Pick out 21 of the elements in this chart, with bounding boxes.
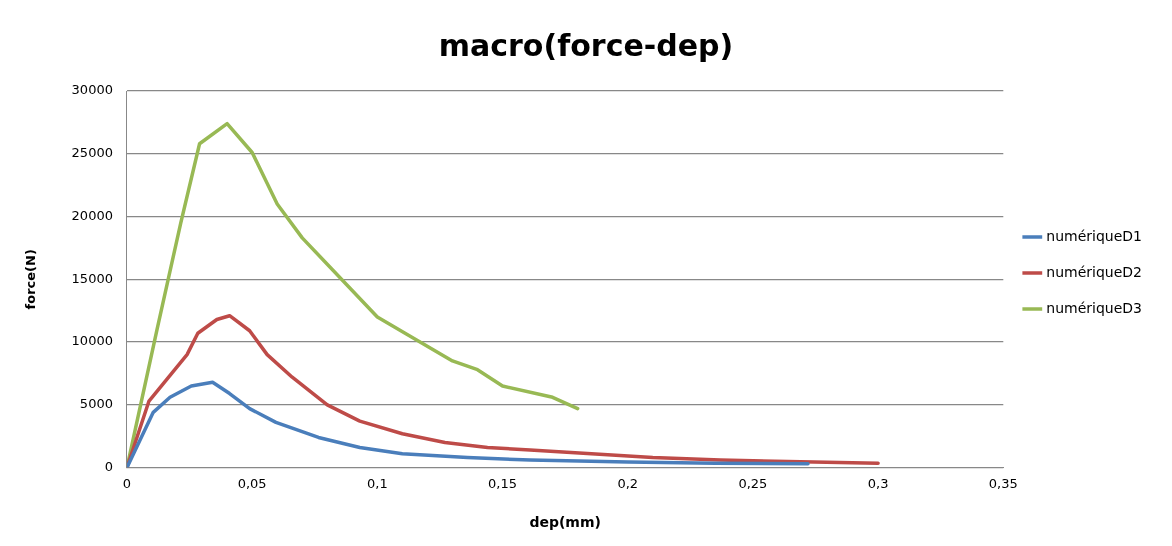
y-tick-label: 25000 (71, 145, 113, 161)
x-tick-label: 0 (122, 475, 132, 491)
y-tick-label: 20000 (71, 207, 113, 223)
legend-label: numériqueD2 (1046, 263, 1142, 280)
y-axis-title: force(N) (23, 249, 39, 310)
x-tick-label: 0,05 (237, 475, 267, 491)
x-axis-title: dep(mm) (529, 514, 601, 531)
x-tick-label: 0,15 (488, 475, 518, 491)
y-tick-label: 5000 (79, 396, 113, 412)
legend-label: numériqueD1 (1046, 227, 1142, 244)
x-tick-label: 0,25 (738, 475, 768, 491)
legend-label: numériqueD3 (1046, 299, 1142, 316)
chart-title: macro(force-dep) (438, 27, 734, 63)
x-tick-label: 0,3 (867, 475, 889, 491)
y-tick-label: 30000 (71, 82, 113, 98)
y-tick-label: 15000 (71, 270, 113, 286)
x-tick-label: 0,2 (617, 475, 639, 491)
x-tick-label: 0,35 (988, 475, 1018, 491)
y-tick-label: 10000 (71, 333, 113, 349)
x-tick-label: 0,1 (366, 475, 388, 491)
y-tick-label: 0 (104, 458, 113, 474)
